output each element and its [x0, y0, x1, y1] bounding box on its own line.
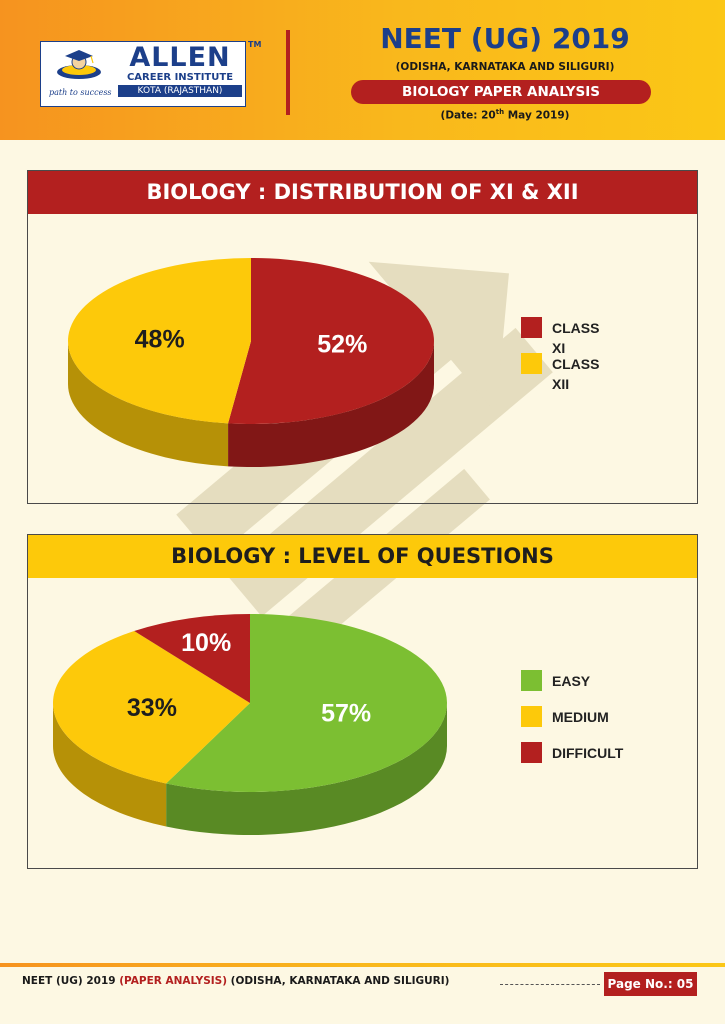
pie-data-label: 10%: [181, 629, 231, 657]
pie-data-label: 57%: [321, 700, 371, 728]
date-superscript: th: [495, 108, 505, 116]
footer-caption: NEET (UG) 2019 (PAPER ANALYSIS) (ODISHA,…: [22, 975, 449, 987]
chart-title: BIOLOGY : DISTRIBUTION OF XI & XII: [28, 171, 697, 214]
chart-title: BIOLOGY : LEVEL OF QUESTIONS: [28, 535, 697, 578]
page-header: path to success ALLEN CAREER INSTITUTE K…: [0, 0, 725, 140]
date-prefix: (Date: 20: [440, 109, 496, 122]
exam-subtitle: (ODISHA, KARNATAKA AND SILIGURI): [395, 61, 615, 73]
pie-data-label: 33%: [127, 694, 177, 722]
paper-analysis-badge: BIOLOGY PAPER ANALYSIS: [351, 80, 651, 104]
pie-side-class-xii: [68, 341, 229, 467]
legend-label: MEDIUM: [552, 709, 609, 725]
footer-paper-analysis: (PAPER ANALYSIS): [119, 975, 228, 987]
footer-exam: NEET (UG) 2019: [22, 975, 120, 987]
footer-rule: [0, 963, 725, 967]
page-number-badge: Page No.: 05: [604, 972, 697, 996]
logo-tagline: path to success: [49, 88, 112, 97]
pie-chart-question-level: 57% 33% 10%: [52, 614, 448, 835]
legend-label: DIFFICULT: [552, 745, 624, 761]
trademark-mark: TM: [248, 40, 262, 49]
graduate-mascot-icon: [57, 50, 101, 79]
header-divider: [286, 30, 290, 115]
legend-label: EASY: [552, 673, 591, 689]
legend-label: CLASS XII: [552, 356, 600, 392]
exam-title: NEET (UG) 2019: [380, 22, 630, 55]
paper-date: (Date: 20th May 2019): [330, 108, 680, 122]
pie-data-label: 52%: [317, 331, 367, 359]
pie-side-class-xi: [228, 341, 434, 467]
pie-slice-class-xii: [67, 258, 251, 424]
pie-slice-easy: [166, 614, 448, 792]
pie-data-label: 48%: [135, 325, 185, 353]
footer-dashed-line: [500, 984, 600, 985]
legend-swatch: [521, 317, 542, 338]
pie-slice-class-xi: [228, 258, 434, 424]
logo-institute: CAREER INSTITUTE: [126, 72, 234, 83]
date-suffix: May 2019): [504, 109, 570, 122]
legend-label: CLASS XI: [552, 320, 600, 356]
allen-logo: path to success ALLEN CAREER INSTITUTE K…: [40, 41, 246, 107]
pie-chart-class-distribution: 52% 48%: [67, 258, 434, 467]
legend-swatch: [521, 742, 542, 763]
pie-side-medium: [53, 703, 167, 827]
footer-regions: (ODISHA, KARNATAKA AND SILIGURI): [227, 975, 450, 987]
logo-brand: ALLEN: [129, 42, 231, 73]
pie-slice-difficult: [134, 614, 250, 703]
legend-swatch: [521, 670, 542, 691]
legend-swatch: [521, 353, 542, 374]
pie-slice-medium: [52, 630, 250, 784]
logo-location: KOTA (RAJASTHAN): [118, 85, 242, 97]
chart-panel-class-distribution: BIOLOGY : DISTRIBUTION OF XI & XII 52% 48…: [27, 170, 698, 504]
chart-panel-question-level: BIOLOGY : LEVEL OF QUESTIONS 57% 33% 10% E…: [27, 534, 698, 869]
legend-swatch: [521, 706, 542, 727]
pie-side-easy: [166, 703, 448, 835]
logo-wordmark: ALLEN CAREER INSTITUTE KOTA (RAJASTHAN): [118, 42, 242, 103]
